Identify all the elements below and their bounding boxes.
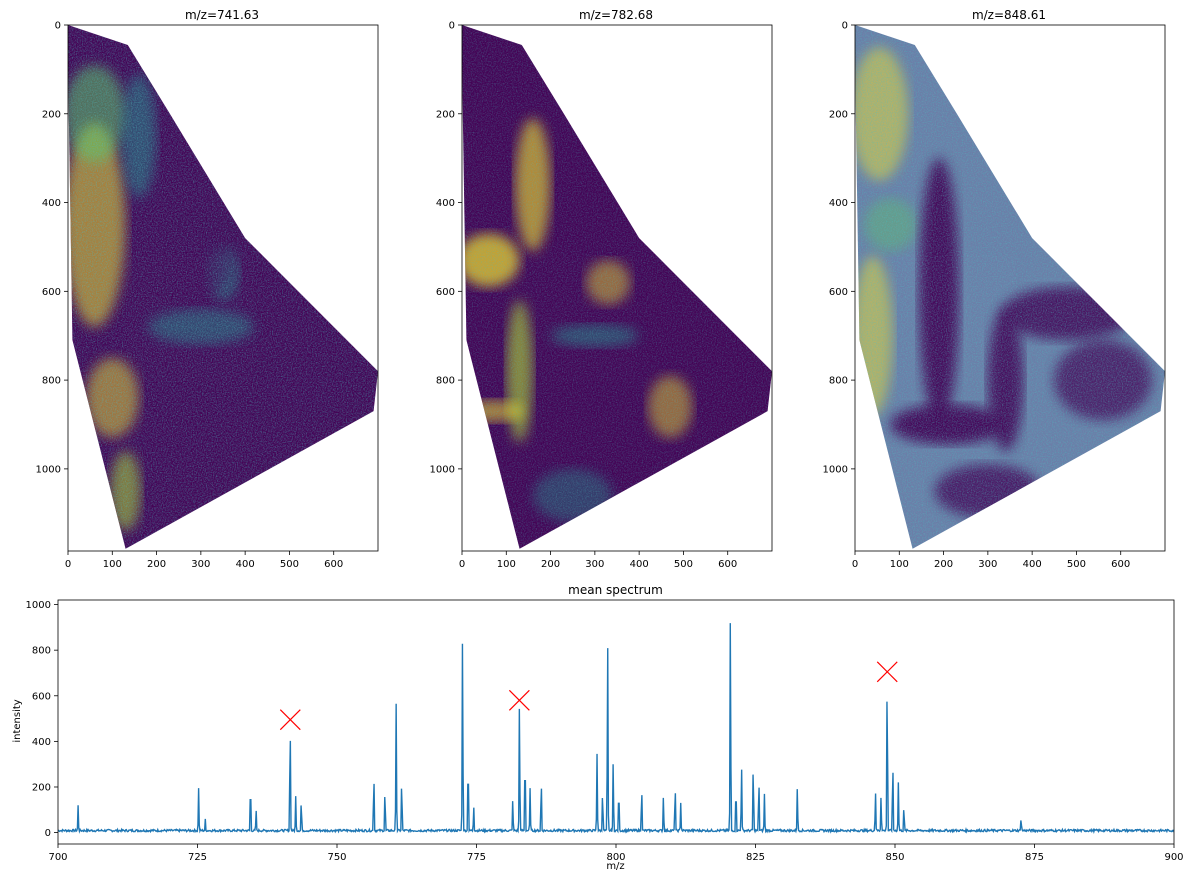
x-tick-label: 800 bbox=[606, 852, 625, 863]
x-tick-label: 825 bbox=[746, 852, 765, 863]
heatmap-image-3 bbox=[855, 25, 1165, 549]
y-tick-label: 800 bbox=[32, 646, 51, 657]
heatmap-frame bbox=[461, 24, 773, 552]
y-tick-label: 200 bbox=[32, 782, 51, 793]
x-tick-label: 600 bbox=[1111, 559, 1130, 570]
x-tick-label: 0 bbox=[852, 559, 858, 570]
y-tick-label: 800 bbox=[829, 376, 848, 387]
spectrum-axes: 700 725 750 775 800 825 850 875 900 0 200 400 600 800… bbox=[26, 600, 1184, 863]
x-tick-label: 200 bbox=[934, 559, 953, 570]
y-tick-label: 800 bbox=[436, 376, 455, 387]
x-tick-label: 0 bbox=[65, 559, 71, 570]
x-tick-label: 750 bbox=[327, 852, 346, 863]
y-tick-label: 1000 bbox=[823, 464, 848, 475]
y-tick-label: 1000 bbox=[430, 464, 455, 475]
spectrum-frame bbox=[57, 599, 1175, 845]
x-tick-label: 400 bbox=[1023, 559, 1042, 570]
heatmap-title-2: m/z=782.68 bbox=[579, 8, 653, 22]
x-tick-label: 500 bbox=[280, 559, 299, 570]
y-tick-label: 0 bbox=[449, 21, 455, 32]
heatmap-title-3: m/z=848.61 bbox=[972, 8, 1046, 22]
x-tick-label: 500 bbox=[1067, 559, 1086, 570]
x-tick-label: 400 bbox=[630, 559, 649, 570]
heatmap-panel-1: m/z=741.63 0 100 200 300 400 500 600 0 200 400 600… bbox=[36, 8, 379, 570]
y-tick-label: 0 bbox=[55, 21, 61, 32]
y-tick-label: 1000 bbox=[26, 600, 51, 611]
y-tick-label: 400 bbox=[32, 737, 51, 748]
y-tick-label: 600 bbox=[436, 287, 455, 298]
heatmap-image-1 bbox=[68, 25, 378, 549]
x-tick-label: 300 bbox=[585, 559, 604, 570]
heatmap-frame bbox=[854, 24, 1166, 552]
y-tick-label: 1000 bbox=[36, 464, 61, 475]
x-tick-label: 300 bbox=[191, 559, 210, 570]
y-tick-label: 600 bbox=[829, 287, 848, 298]
x-tick-label: 400 bbox=[236, 559, 255, 570]
x-tick-label: 725 bbox=[188, 852, 207, 863]
y-tick-label: 0 bbox=[842, 21, 848, 32]
y-tick-label: 400 bbox=[829, 198, 848, 209]
x-tick-label: 100 bbox=[497, 559, 516, 570]
y-tick-label: 200 bbox=[436, 109, 455, 120]
heatmap-panel-3: m/z=848.61 0 100 200 300 400 500 600 0 200 400 600… bbox=[823, 8, 1166, 570]
y-tick-label: 600 bbox=[32, 691, 51, 702]
x-tick-label: 700 bbox=[48, 852, 67, 863]
x-tick-label: 300 bbox=[978, 559, 997, 570]
y-tick-label: 400 bbox=[42, 198, 61, 209]
x-tick-label: 875 bbox=[1025, 852, 1044, 863]
x-tick-label: 100 bbox=[103, 559, 122, 570]
spectrum-panel: mean spectrum m/z intensity 700 725 750 775… bbox=[12, 583, 1184, 872]
y-tick-label: 400 bbox=[436, 198, 455, 209]
peak-markers bbox=[279, 661, 898, 731]
spectrum-title: mean spectrum bbox=[568, 583, 663, 597]
x-tick-label: 500 bbox=[674, 559, 693, 570]
spectrum-line bbox=[57, 623, 1175, 835]
heatmap-image-2 bbox=[462, 25, 772, 549]
x-tick-label: 200 bbox=[541, 559, 560, 570]
x-tick-label: 200 bbox=[147, 559, 166, 570]
heatmap-title-1: m/z=741.63 bbox=[185, 8, 259, 22]
peak-marker-x bbox=[508, 689, 530, 711]
heatmap-panel-2: m/z=782.68 0 100 200 300 400 500 600 0 200 400 600… bbox=[430, 8, 773, 570]
x-tick-label: 775 bbox=[467, 852, 486, 863]
x-tick-label: 600 bbox=[718, 559, 737, 570]
heatmap-axes-3: 0 100 200 300 400 500 600 0 200 400 600 800 1000 bbox=[823, 21, 1166, 570]
y-tick-label: 800 bbox=[42, 376, 61, 387]
x-tick-label: 850 bbox=[885, 852, 904, 863]
x-tick-label: 0 bbox=[459, 559, 465, 570]
x-tick-label: 100 bbox=[890, 559, 909, 570]
y-tick-label: 200 bbox=[42, 109, 61, 120]
x-tick-label: 600 bbox=[324, 559, 343, 570]
heatmap-axes-1: 0 100 200 300 400 500 600 0 200 400 600 800 1000 bbox=[36, 21, 379, 570]
spectrum-ylabel: intensity bbox=[12, 699, 23, 742]
spectrum-xlabel: m/z bbox=[606, 861, 624, 872]
peak-marker-x bbox=[876, 661, 898, 683]
heatmap-frame bbox=[67, 24, 379, 552]
peak-marker-x bbox=[279, 709, 301, 731]
heatmap-axes-2: 0 100 200 300 400 500 600 0 200 400 600 800 1000 bbox=[430, 21, 773, 570]
x-tick-label: 900 bbox=[1164, 852, 1183, 863]
y-tick-label: 200 bbox=[829, 109, 848, 120]
y-tick-label: 0 bbox=[45, 828, 51, 839]
y-tick-label: 600 bbox=[42, 287, 61, 298]
